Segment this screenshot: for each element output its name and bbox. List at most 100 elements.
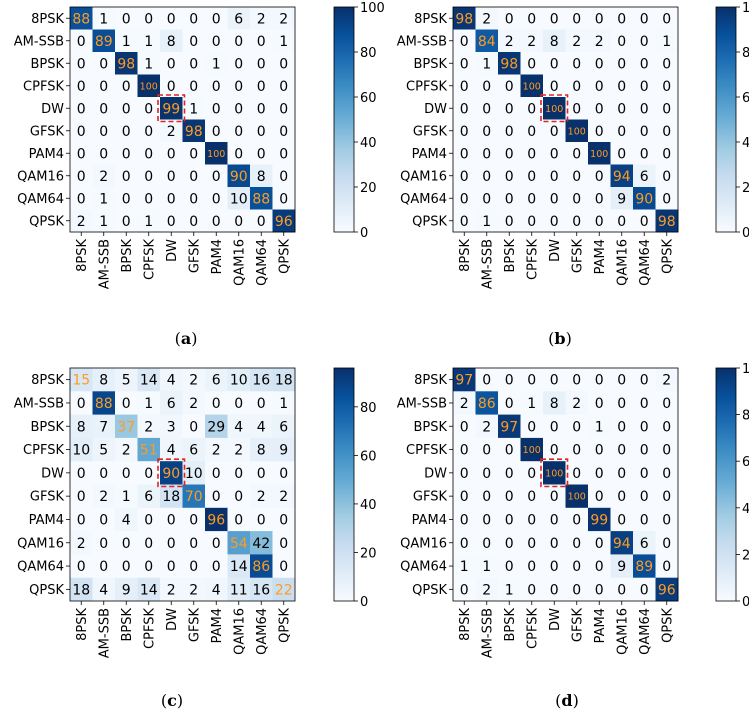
cell-value-label: 0 (572, 214, 581, 230)
cell-value-label: 0 (460, 124, 469, 140)
cell-value-label: 6 (212, 373, 221, 389)
cell-value-label: 8 (77, 419, 86, 435)
heatmap-cell (475, 554, 499, 579)
cell-value-label: 8 (550, 34, 559, 50)
heatmap-cell (520, 52, 544, 75)
heatmap-cell (272, 484, 296, 509)
cell-value-label: 0 (212, 536, 221, 552)
heatmap-cell (475, 461, 499, 485)
colorbar-tick-label: 20 (742, 181, 749, 196)
cell-value-label: 0 (257, 34, 266, 50)
heatmap-cell (520, 437, 544, 462)
cell-value-label: 4 (122, 512, 131, 528)
cell-value-label: 2 (257, 489, 266, 505)
heatmap-cell (633, 29, 656, 53)
heatmap-cell (70, 437, 93, 462)
panel-c: 15 8 5 14 4 2 6 10 16 180 88 0 1 6 2 0 0 0 18 7 37 2 3 0 29 4 4 610… (14, 367, 377, 710)
heatmap-cell (70, 97, 93, 120)
cell-value-label: 0 (189, 191, 198, 207)
y-tick-label: GFSK (30, 124, 65, 139)
cell-value-label: 0 (167, 146, 176, 162)
heatmap-cell (565, 531, 589, 555)
heatmap-cell (520, 7, 544, 30)
cell-value-label: 2 (460, 396, 469, 412)
heatmap-cell (520, 554, 544, 579)
x-tick-label: 8PSK (75, 239, 90, 272)
cell-value-label: 0 (122, 559, 131, 575)
y-tick-label: BPSK (413, 57, 447, 72)
heatmap-cell (160, 484, 183, 509)
cell-value-label: 0 (77, 559, 86, 575)
x-tick-label: CPFSK (525, 239, 540, 280)
y-tick-label: BPSK (413, 420, 447, 435)
heatmap-cell (115, 484, 138, 509)
heatmap-cell (92, 119, 116, 143)
cell-value-label: 1 (99, 191, 108, 207)
cell-value-label: 0 (460, 489, 469, 505)
heatmap-cell (565, 52, 589, 75)
cell-value-label: 0 (550, 559, 559, 575)
heatmap-cell (205, 119, 228, 143)
heatmap-cell (610, 484, 634, 509)
heatmap-cell (453, 209, 476, 233)
heatmap-cell (205, 414, 228, 439)
cell-value-label: 2 (279, 489, 288, 505)
heatmap-cell (655, 164, 679, 188)
heatmap-cell (655, 29, 679, 53)
x-tick-label: BPSK (120, 608, 135, 642)
heatmap-cell (633, 187, 656, 210)
cell-value-label: 4 (234, 419, 243, 435)
heatmap-cell (115, 414, 138, 439)
cell-value-label: 0 (617, 101, 626, 117)
heatmap-cell (272, 461, 296, 485)
heatmap-cell (633, 507, 656, 532)
heatmap-cell (272, 97, 296, 120)
cell-value-label: 1 (99, 214, 108, 230)
cell-value-label: 0 (595, 489, 604, 505)
colorbar: 0 20 40 60 80 (333, 367, 377, 610)
heatmap-cell (182, 391, 206, 415)
heatmap-cell (92, 368, 116, 392)
x-tick-labels: 8PSK AM-SSB BPSK CPFSK DW GFSK PAM4 QAM16 QAM64 Q… (458, 601, 675, 658)
cell-value-label: 2 (167, 124, 176, 140)
heatmap-cells (70, 7, 296, 233)
cell-value-label: 0 (212, 101, 221, 117)
cell-value-label: 0 (550, 512, 559, 528)
colorbar-tick-label: 80 (742, 46, 749, 61)
heatmap-cell (137, 461, 161, 485)
x-tick-label: QAM64 (255, 239, 270, 286)
cell-value-label: 0 (279, 101, 288, 117)
cell-value-label: 0 (572, 443, 581, 459)
cell-value-label: 0 (617, 146, 626, 162)
heatmap-cell (227, 368, 251, 392)
heatmap-cell (115, 507, 138, 532)
heatmap-cell (453, 577, 476, 602)
cell-value-label: 0 (212, 169, 221, 185)
diagonal-value-label: 96 (658, 582, 676, 598)
heatmap-cell (227, 531, 251, 555)
heatmap-cell (655, 52, 679, 75)
cell-value-label: 0 (617, 373, 626, 389)
cell-value-label: 0 (640, 512, 649, 528)
heatmap-cell (498, 187, 521, 210)
cell-value-label: 0 (234, 146, 243, 162)
cell-value-label: 1 (122, 34, 131, 50)
cell-value-label: 0 (505, 11, 514, 27)
heatmap-cell (92, 577, 116, 602)
cell-value-label: 0 (167, 191, 176, 207)
heatmap-cell (453, 74, 476, 98)
cell-value-label: 2 (572, 34, 581, 50)
heatmap-cell (475, 74, 499, 98)
cell-value-label: 3 (167, 419, 176, 435)
heatmap-cell (92, 187, 116, 210)
cell-value-label: 0 (550, 169, 559, 185)
colorbar-tick-label: 0 (742, 226, 749, 241)
heatmap-cell (588, 52, 611, 75)
heatmap-cell (520, 164, 544, 188)
cell-value-label: 8 (257, 169, 266, 185)
heatmap-cell (205, 7, 228, 30)
heatmap-cell (655, 437, 679, 462)
diagonal-value-label: 88 (95, 396, 113, 412)
cell-value-label: 0 (460, 56, 469, 72)
y-tick-label: QAM16 (17, 169, 64, 184)
